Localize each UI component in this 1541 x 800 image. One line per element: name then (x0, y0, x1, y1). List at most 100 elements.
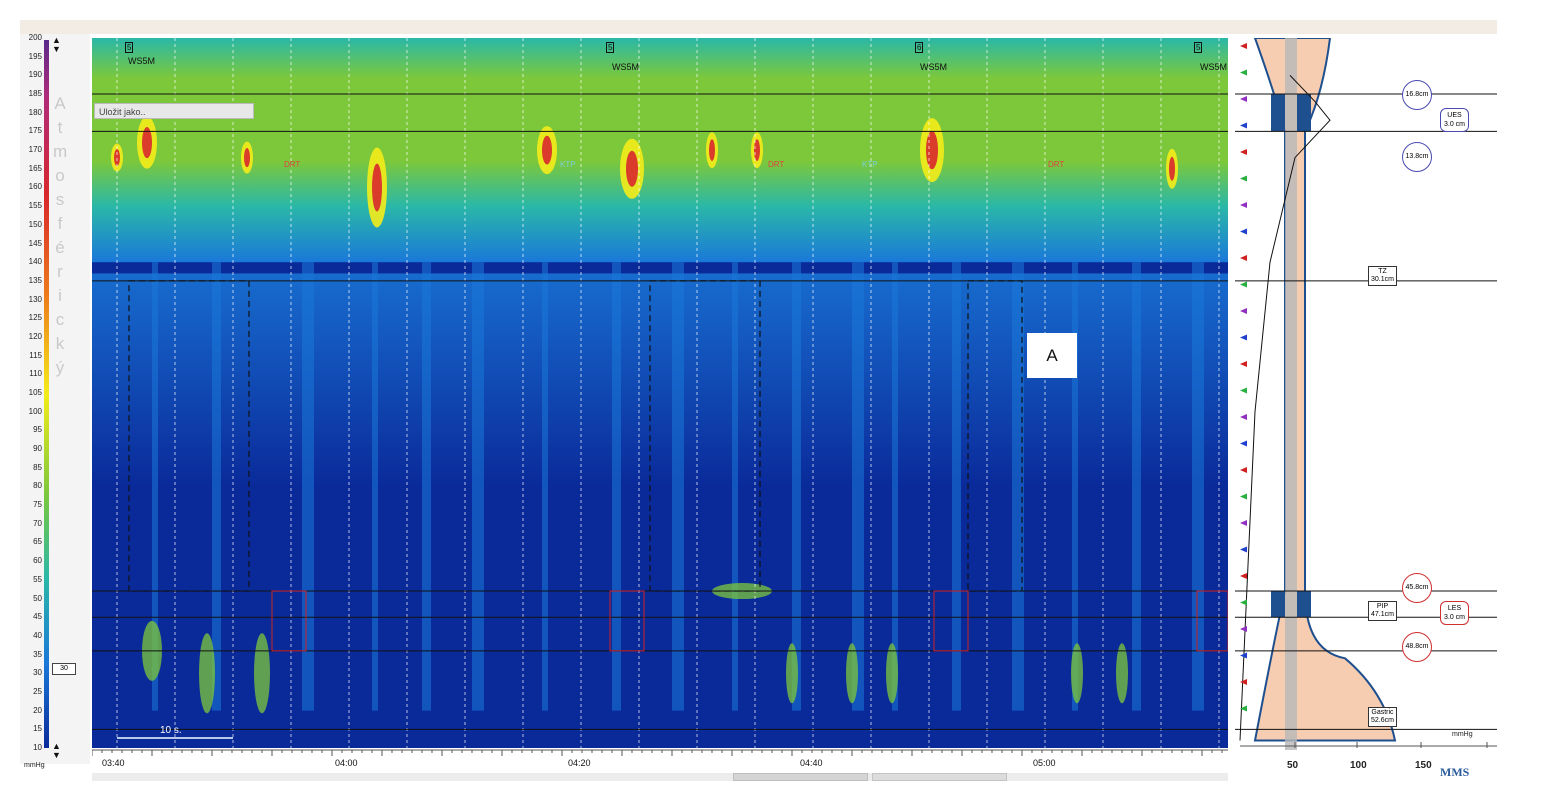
channel-marker-icon (1240, 361, 1247, 367)
pressure-streak (952, 262, 961, 711)
channel-marker-icon (1240, 43, 1247, 49)
upper-sphincter-band (92, 38, 1228, 263)
landmark-tz[interactable]: TZ 30.1cm (1368, 266, 1397, 286)
event-label: WS5M (1200, 62, 1227, 72)
les-box[interactable]: LES 3.0 cm (1440, 601, 1470, 625)
y-axis-label-letter: t (57, 118, 63, 137)
current-pressure-marker[interactable]: 30 (52, 663, 76, 675)
y-axis-label-letter: s (55, 190, 65, 209)
event-number[interactable]: 5 (125, 42, 134, 53)
les-bracket (271, 590, 307, 652)
landmark-gastric[interactable]: Gastric 52.6cm (1368, 707, 1397, 727)
ues-box[interactable]: UES 3.0 cm (1440, 108, 1470, 132)
peak-pressure-area (542, 135, 552, 165)
profile-x-tick: 50 (1287, 760, 1299, 771)
phase-label: DRT (1048, 160, 1065, 169)
landmark-value: 30.1cm (1371, 276, 1394, 283)
channel-marker-icon (1240, 387, 1247, 394)
y-tick-label: 130 (28, 294, 42, 304)
profile-x-tick: 150 (1415, 760, 1432, 771)
event-number[interactable]: 5 (1194, 42, 1203, 53)
pressure-streak (422, 262, 431, 711)
pressure-streak (1072, 262, 1078, 711)
peak-pressure-area (754, 139, 760, 161)
y-unit-label: mmHg (24, 762, 45, 769)
distal-contraction (786, 643, 798, 704)
profile-x-unit: mmHg (1452, 731, 1473, 738)
les-upper-marker[interactable]: 45.8cm (1402, 573, 1432, 603)
pressure-streak (1132, 262, 1141, 711)
y-axis-label-letter: i (58, 286, 62, 305)
channel-marker-icon (1240, 414, 1247, 420)
pressure-streak (1192, 262, 1204, 711)
landmark-name: PIP (1376, 603, 1389, 610)
les-lower-marker[interactable]: 48.8cm (1402, 632, 1432, 662)
y-tick-label: 20 (33, 705, 42, 715)
y-axis-label-letter: A (54, 94, 66, 113)
y-tick-label: 65 (33, 537, 42, 547)
pressure-colorbar (44, 40, 49, 748)
y-tick-label: 125 (28, 313, 42, 323)
ues-lower-marker[interactable]: 13.8cm (1402, 142, 1432, 172)
distal-contraction (1116, 643, 1128, 704)
y-tick-label: 55 (33, 574, 42, 584)
y-tick-label: 165 (28, 163, 42, 173)
swallow-analysis-box (649, 280, 761, 592)
channel-marker-icon (1240, 626, 1247, 632)
y-tick-label: 110 (29, 369, 42, 379)
y-tick-label: 140 (28, 257, 42, 267)
ues-upper-marker[interactable]: 16.8cm (1402, 80, 1432, 110)
pressure-streak (792, 262, 801, 711)
distal-contraction (254, 633, 270, 714)
peak-pressure-area (926, 130, 938, 170)
event-number[interactable]: 5 (606, 42, 615, 53)
scrollbar-thumb-secondary[interactable] (872, 773, 1007, 781)
channel-marker-icon (1240, 255, 1247, 261)
channel-marker-icon (1240, 652, 1247, 659)
save-as-field[interactable]: Uložit jako.. (94, 103, 254, 119)
channel-marker-icon (1240, 334, 1247, 341)
y-tick-label: 75 (33, 500, 42, 510)
pressure-streak (372, 262, 378, 711)
y-axis-label-letter: c (55, 310, 65, 329)
event-number[interactable]: 6 (915, 42, 924, 53)
pressure-streak (212, 262, 221, 711)
scrollbar-thumb[interactable] (733, 773, 868, 781)
channel-marker-icon (1240, 520, 1247, 526)
pressure-streak (152, 262, 158, 711)
scale-up-down-arrow-top-icon[interactable]: ▲ ▼ (52, 35, 61, 54)
swallow-analysis-box (128, 280, 250, 592)
pressure-streak (892, 262, 898, 711)
sphincter-block (1271, 591, 1285, 618)
channel-marker-icon (1240, 281, 1247, 288)
y-tick-label: 50 (33, 593, 42, 603)
landmark-pip[interactable]: PIP 47.1cm (1368, 601, 1397, 621)
distal-contraction (1071, 643, 1083, 704)
channel-marker-icon (1240, 467, 1247, 473)
pressure-topography-heatmap[interactable] (92, 38, 1228, 748)
y-tick-label: 190 (28, 70, 42, 80)
sphincter-length: 3.0 cm (1444, 614, 1466, 621)
peak-pressure-area (1169, 156, 1175, 181)
phase-label: KTP (862, 160, 878, 169)
pressure-streak (1012, 262, 1024, 711)
channel-marker-icon (1240, 228, 1247, 235)
les-bracket (609, 590, 645, 652)
y-tick-label: 45 (33, 612, 42, 622)
event-label: WS5M (612, 62, 639, 72)
y-tick-label: 70 (33, 518, 42, 528)
time-scrollbar[interactable] (92, 773, 1228, 781)
pressure-streak (732, 262, 738, 711)
channel-marker-icon (1240, 308, 1247, 314)
y-axis-label-letter: m (53, 142, 68, 161)
scale-up-down-arrow-bottom-icon[interactable]: ▲ ▼ (52, 741, 61, 760)
x-tick-label: 04:40 (800, 758, 823, 768)
x-tick-label: 04:00 (335, 758, 358, 768)
pressure-profile-panel[interactable] (1235, 38, 1497, 750)
channel-marker-icon (1240, 96, 1247, 102)
swallow-analysis-box (967, 280, 1023, 592)
landmark-value: 52.6cm (1371, 717, 1394, 724)
y-axis-label-letter: f (57, 214, 63, 233)
y-tick-label: 35 (33, 649, 42, 659)
sphincter-block (1297, 94, 1311, 132)
